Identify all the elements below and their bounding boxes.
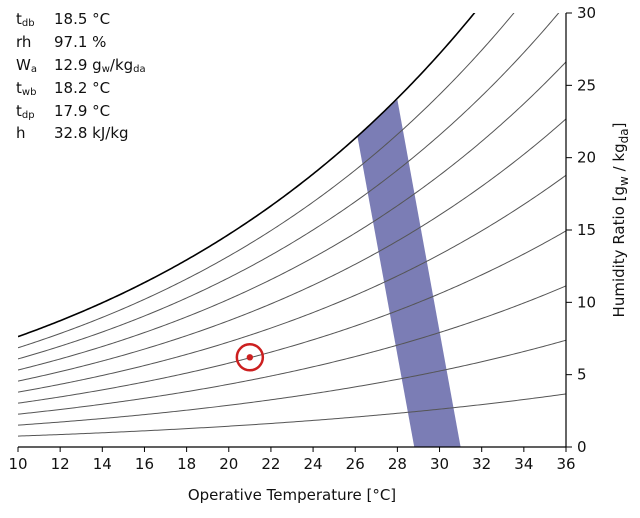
y-tick-label-0: 0 xyxy=(577,438,587,456)
rh-curve-70 xyxy=(18,61,566,371)
x-tick-label-16: 16 xyxy=(135,455,154,473)
rh-curve-90 xyxy=(18,13,515,349)
state-point-ring xyxy=(235,343,265,372)
y-tick-label-25: 25 xyxy=(577,76,596,94)
readout-row-tdp: tdp 17.9 °C xyxy=(16,101,111,121)
x-tick-label-26: 26 xyxy=(346,455,365,473)
rh-curve-60 xyxy=(18,118,566,382)
readout-row-tdb: tdb 18.5 °C xyxy=(16,10,111,30)
comfort-zone xyxy=(357,99,461,447)
y-tick-label-30: 30 xyxy=(577,4,596,22)
y-tick-label-20: 20 xyxy=(577,149,596,167)
x-tick-label-10: 10 xyxy=(8,455,27,473)
rh-curve-30 xyxy=(18,285,566,415)
y-axis-title: Humidity Ratio [gw / kgda] xyxy=(610,123,631,318)
x-axis-title: Operative Temperature [°C] xyxy=(188,486,396,504)
x-tick-label-36: 36 xyxy=(556,455,575,473)
rh-curve-50 xyxy=(18,174,566,393)
readout-row-twb: twb 18.2 °C xyxy=(16,78,111,98)
x-tick-label-14: 14 xyxy=(93,455,112,473)
x-tick-label-30: 30 xyxy=(430,455,449,473)
readout-row-rh: rh 97.1 % xyxy=(16,33,107,52)
x-tick-label-34: 34 xyxy=(514,455,533,473)
rh-curve-20 xyxy=(18,339,566,426)
readout-row-wa: Wa 12.9 gw/kgda xyxy=(16,55,146,75)
y-tick-label-10: 10 xyxy=(577,293,596,311)
rh-curve-80 xyxy=(18,13,560,360)
readout-panel: tdb 18.5 °C rh 97.1 % Wa 12.9 gw/kgda tw… xyxy=(16,8,146,145)
y-tick-label-15: 15 xyxy=(577,221,596,239)
x-tick-label-22: 22 xyxy=(261,455,280,473)
x-tick-label-28: 28 xyxy=(388,455,407,473)
x-tick-label-32: 32 xyxy=(472,455,491,473)
y-tick-label-5: 5 xyxy=(577,366,587,384)
x-tick-label-20: 20 xyxy=(219,455,238,473)
readout-row-h: h 32.8 kJ/kg xyxy=(16,124,129,143)
rh-curve-10 xyxy=(18,393,566,437)
rh-curve-40 xyxy=(18,230,566,404)
state-point-dot xyxy=(246,354,254,361)
saturation-curve xyxy=(18,13,476,338)
x-tick-label-12: 12 xyxy=(51,455,70,473)
x-tick-label-24: 24 xyxy=(304,455,323,473)
x-tick-label-18: 18 xyxy=(177,455,196,473)
